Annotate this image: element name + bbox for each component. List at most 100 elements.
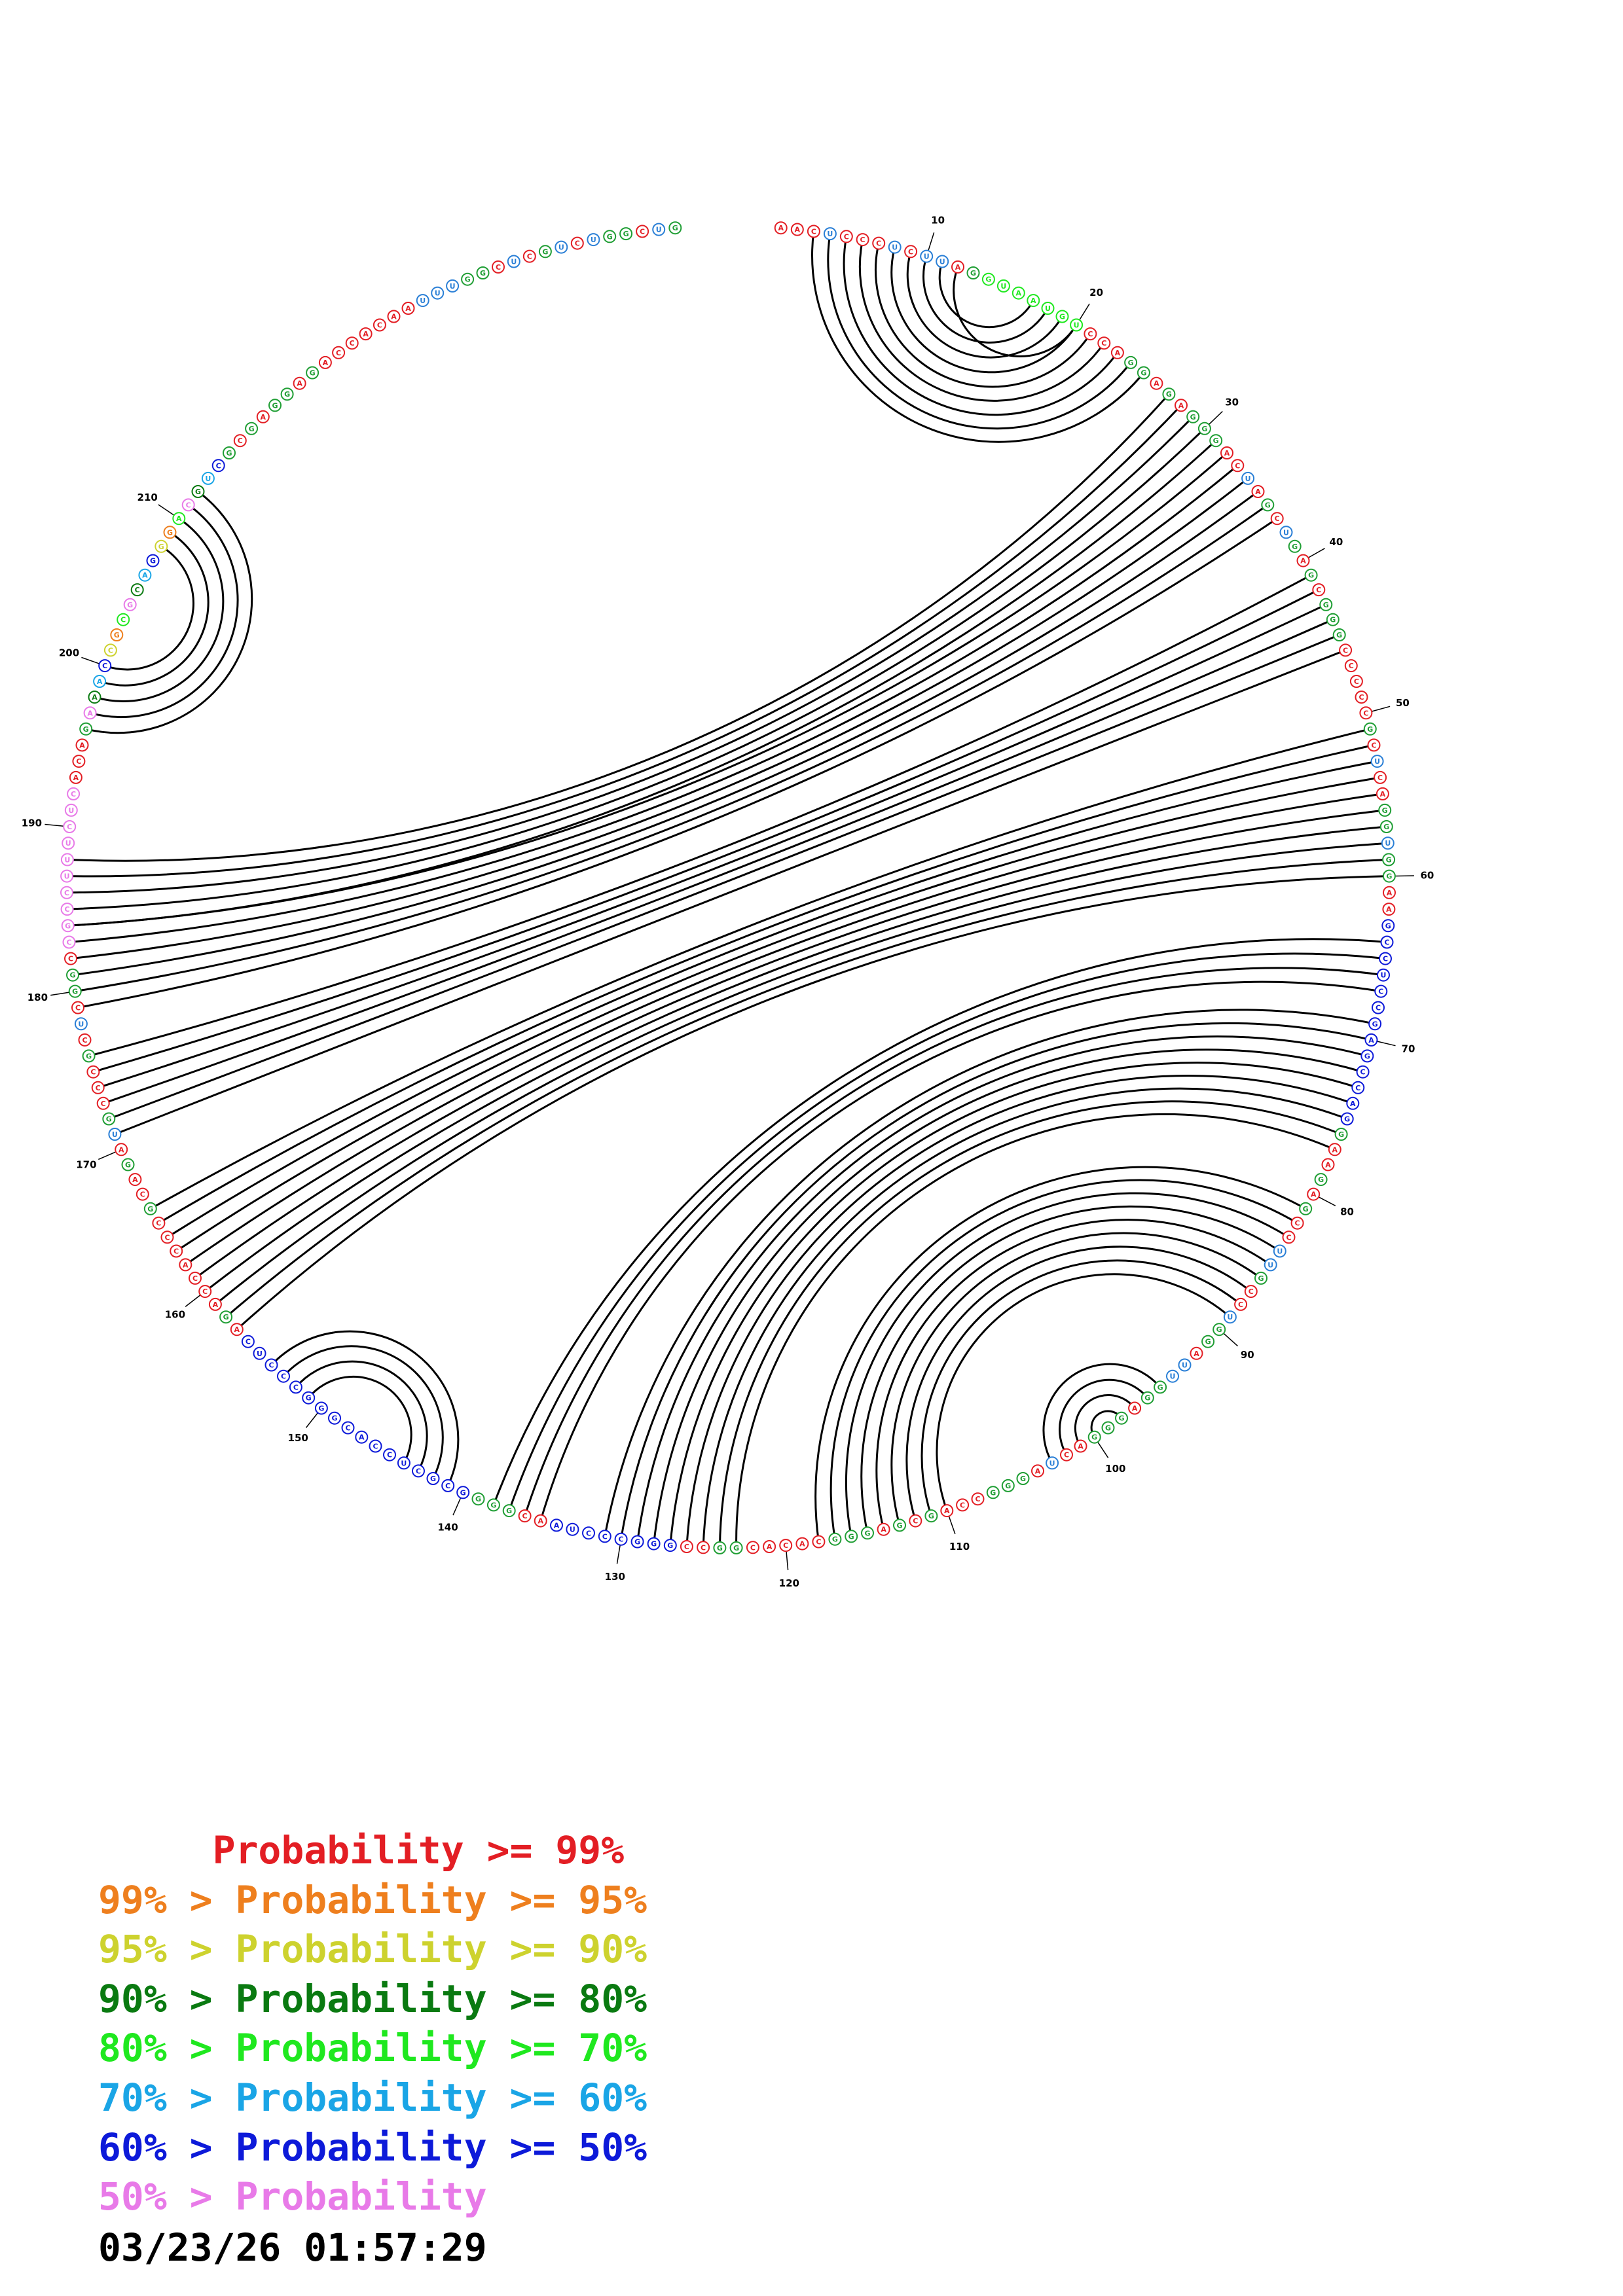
svg-text:C: C — [216, 461, 221, 470]
nucleotide: A — [230, 1323, 244, 1336]
svg-text:U: U — [64, 872, 70, 881]
nucleotide: G — [461, 272, 475, 286]
svg-text:C: C — [619, 1535, 624, 1544]
svg-text:C: C — [156, 1219, 161, 1228]
svg-text:G: G — [623, 230, 629, 238]
nucleotide: A — [256, 410, 270, 423]
nucleotide: U — [201, 471, 215, 485]
svg-text:C: C — [135, 586, 140, 594]
nucleotide: U — [555, 240, 568, 254]
svg-text:A: A — [1332, 1145, 1338, 1154]
nucleotide: C — [1282, 1230, 1296, 1244]
base-pair-arc — [906, 251, 1063, 359]
nucleotide: C — [956, 1498, 970, 1512]
nucleotide: G — [121, 1158, 135, 1172]
svg-text:C: C — [71, 790, 76, 798]
nucleotide: G — [1087, 1430, 1101, 1444]
svg-text:G: G — [1265, 501, 1271, 509]
position-label: 60 — [1420, 870, 1434, 882]
svg-text:C: C — [90, 1068, 96, 1077]
nucleotide: C — [91, 1081, 105, 1094]
svg-text:G: G — [1385, 922, 1391, 930]
base-pair-arc — [890, 1232, 1262, 1526]
svg-text:C: C — [960, 1501, 965, 1509]
nucleotide: C — [383, 1448, 396, 1462]
svg-text:A: A — [1030, 296, 1036, 305]
base-pair-arc — [1090, 1410, 1123, 1438]
svg-text:U: U — [1283, 528, 1289, 537]
svg-text:U: U — [511, 258, 517, 266]
nucleotide: G — [223, 446, 236, 459]
nucleotide: A — [1376, 787, 1389, 800]
svg-text:G: G — [607, 232, 613, 241]
svg-text:A: A — [92, 693, 98, 702]
position-label: 120 — [779, 1577, 799, 1589]
nucleotide: G — [219, 1310, 233, 1324]
nucleotide: G — [1101, 1421, 1115, 1435]
svg-text:G: G — [1292, 543, 1298, 551]
nucleotide: C — [86, 1065, 100, 1079]
svg-text:C: C — [1316, 586, 1321, 594]
svg-text:G: G — [1372, 1020, 1378, 1028]
nucleotide: C — [373, 318, 386, 332]
nucleotide: C — [839, 230, 853, 243]
position-label: 50 — [1396, 697, 1410, 709]
position-label: 70 — [1402, 1043, 1415, 1054]
svg-text:C: C — [67, 823, 72, 831]
svg-text:C: C — [1371, 741, 1376, 749]
nucleotide: G — [1319, 598, 1333, 611]
base-pair-arc — [214, 842, 1388, 1306]
svg-text:U: U — [257, 1350, 263, 1358]
svg-text:C: C — [66, 939, 71, 947]
nucleotide: C — [67, 787, 81, 800]
nucleotide: A — [318, 355, 332, 369]
nucleotide: C — [63, 820, 77, 833]
base-pair-arc — [845, 1192, 1290, 1537]
nucleotide: A — [1346, 1096, 1360, 1110]
svg-text:A: A — [79, 741, 85, 749]
svg-text:C: C — [1235, 461, 1240, 470]
nucleotide: G — [245, 422, 259, 435]
nucleotide: C — [779, 1539, 793, 1552]
nucleotide: C — [96, 1096, 110, 1110]
nucleotide: C — [1097, 336, 1111, 350]
base-pair-arc — [1074, 1394, 1136, 1447]
nucleotide: A — [1150, 376, 1163, 390]
nucleotide: C — [1084, 327, 1097, 341]
nucleotide: G — [123, 598, 137, 611]
svg-text:C: C — [1275, 514, 1280, 523]
nucleotide: A — [208, 1297, 222, 1311]
nucleotide: G — [861, 1526, 874, 1540]
svg-text:G: G — [127, 601, 133, 609]
base-pair-arc — [669, 1062, 1359, 1546]
nucleotide: C — [103, 643, 117, 657]
base-pair-arc — [67, 452, 1228, 927]
position-tick — [305, 1412, 318, 1428]
nucleotide: G — [268, 399, 282, 412]
position-label: 80 — [1340, 1206, 1354, 1218]
nucleotide: G — [1379, 820, 1393, 833]
svg-text:G: G — [1336, 631, 1342, 639]
position-label: 90 — [1241, 1349, 1254, 1361]
nucleotide: A — [790, 223, 804, 236]
svg-text:A: A — [73, 774, 79, 782]
nucleotide: A — [138, 568, 152, 582]
nucleotide: U — [1070, 318, 1084, 332]
nucleotide: U — [1178, 1358, 1192, 1372]
svg-text:G: G — [223, 1313, 229, 1321]
nucleotide: G — [1299, 1202, 1313, 1215]
nucleotide: G — [314, 1401, 328, 1415]
nucleotide: C — [160, 1230, 174, 1244]
svg-text:C: C — [238, 437, 243, 445]
nucleotide: G — [1124, 355, 1138, 369]
svg-text:C: C — [1286, 1233, 1291, 1242]
nucleotide: A — [1128, 1401, 1142, 1415]
nucleotide: U — [996, 279, 1010, 293]
nucleotide: G — [729, 1541, 743, 1554]
base-pair-arc — [653, 1049, 1364, 1544]
nucleotide: A — [1328, 1143, 1341, 1157]
svg-text:U: U — [64, 855, 70, 864]
nucleotide: A — [128, 1173, 142, 1187]
nucleotide: C — [78, 1033, 92, 1047]
svg-text:G: G — [475, 1495, 481, 1503]
